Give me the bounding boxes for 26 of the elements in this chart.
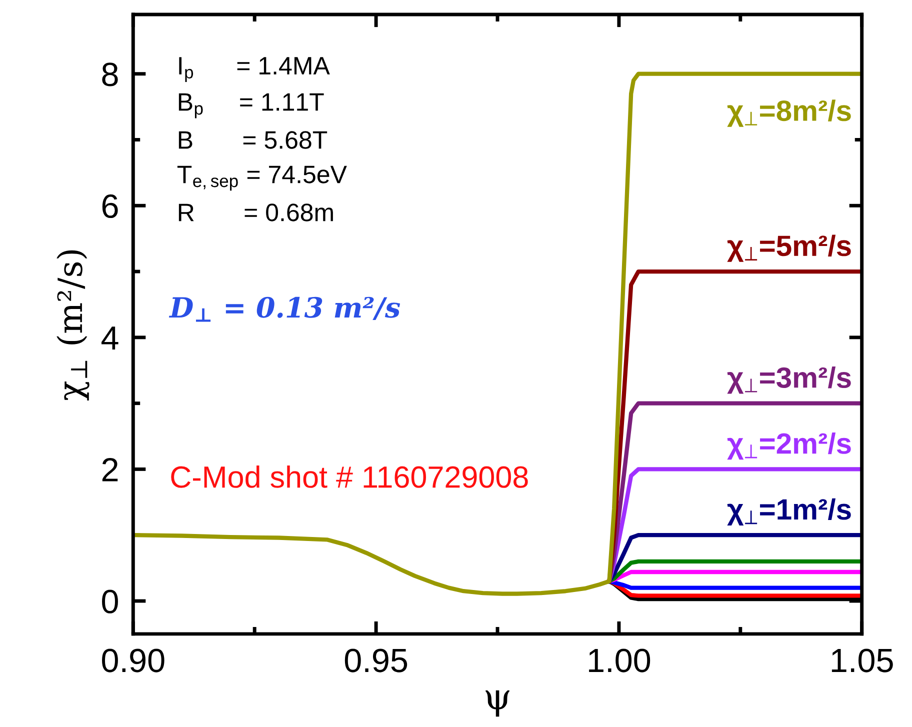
y-tick-label: 4 <box>101 326 118 350</box>
y-tick-label: 0 <box>102 590 118 614</box>
x-axis-title: ψ <box>486 690 510 717</box>
annotation: T$_{e,sep}$ = 74.5eV <box>177 166 347 191</box>
y-tick-label: 8 <box>102 62 118 86</box>
text: B$_{p}$ = 1.11T <box>178 93 324 118</box>
series-label: χ$_{⊥}$=1m²/s <box>727 498 851 526</box>
x-tick-label: 1.00 <box>589 648 650 672</box>
x-tick-label: 1.05 <box>832 648 893 672</box>
annotation: C-Mod shot # 1160729008 <box>171 465 528 488</box>
y-axis-title: χ$_{⊥}$ (m²/s) <box>56 250 90 400</box>
line-series <box>607 570 862 584</box>
series-label: χ$_{⊥}$=5m²/s <box>727 234 851 262</box>
series-label: χ$_{⊥}$=3m²/s <box>727 366 851 394</box>
line-series <box>607 533 862 584</box>
x-tick-label: 0.90 <box>102 648 164 672</box>
series-label: χ$_{⊥}$=8m²/s <box>727 100 851 127</box>
x-tick-label: 0.95 <box>344 648 408 672</box>
y-tick-label: 6 <box>102 194 118 218</box>
text: I$_{p}$ = 1.4MA <box>179 57 330 82</box>
annotation: D$_{⊥}$ = 0.13 m²/s <box>168 296 400 322</box>
line-series <box>607 559 862 584</box>
series-label: χ$_{⊥}$=2m²/s <box>727 432 851 460</box>
annotation: B = 5.68T <box>178 131 328 149</box>
annotation: R = 0.68m <box>178 204 333 222</box>
y-tick-label: 2 <box>102 458 118 482</box>
